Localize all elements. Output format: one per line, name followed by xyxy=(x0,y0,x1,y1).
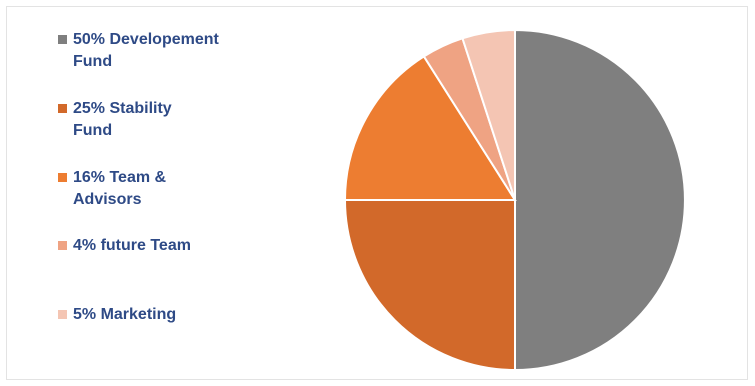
chart-legend: 50% Developement Fund 25% Stability Fund… xyxy=(58,0,258,380)
legend-item-team-advisors: 16% Team & Advisors xyxy=(58,167,248,211)
pie-slice-team-advisors xyxy=(343,55,517,201)
legend-swatch-development-fund xyxy=(58,35,67,44)
pie-slice-stability-fund xyxy=(343,199,516,372)
legend-item-marketing: 5% Marketing xyxy=(58,304,248,326)
legend-item-stability-fund: 25% Stability Fund xyxy=(58,98,248,142)
legend-label-development-fund: 50% Developement Fund xyxy=(73,31,219,70)
legend-label-future-team: 4% future Team xyxy=(73,237,191,254)
legend-swatch-marketing xyxy=(58,310,67,319)
legend-label-marketing: 5% Marketing xyxy=(73,306,177,323)
legend-label-team-advisors: 16% Team & Advisors xyxy=(73,169,167,208)
legend-swatch-stability-fund xyxy=(58,104,67,113)
legend-label-stability-fund: 25% Stability Fund xyxy=(73,100,172,139)
pie-slice-marketing xyxy=(461,28,516,201)
legend-swatch-future-team xyxy=(58,241,67,250)
legend-item-future-team: 4% future Team xyxy=(58,235,248,257)
legend-item-development-fund: 50% Developement Fund xyxy=(58,29,248,73)
legend-swatch-team-advisors xyxy=(58,173,67,182)
pie-slice-development-fund xyxy=(514,28,686,372)
